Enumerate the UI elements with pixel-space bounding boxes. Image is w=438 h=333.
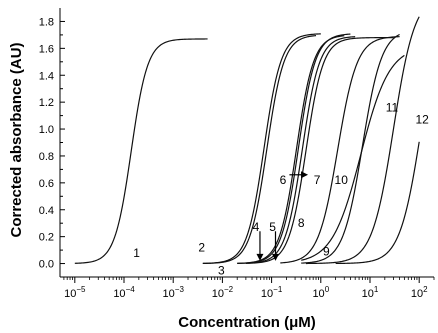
curve-label-5: 5: [269, 220, 276, 234]
y-tick-label: 0.8: [39, 151, 54, 163]
curve-9: [301, 33, 400, 264]
curve-label-9: 9: [323, 244, 330, 258]
x-tick-label: 10−3: [163, 285, 185, 300]
y-tick-label: 0.0: [39, 259, 54, 271]
x-tick-label: 100: [312, 285, 329, 300]
x-tick-label: 102: [411, 285, 428, 300]
curve-label-3: 3: [218, 263, 225, 277]
arrow-label-4: [256, 231, 264, 261]
curve-6: [245, 36, 356, 264]
curves: [74, 16, 420, 265]
curve-10: [301, 54, 405, 261]
y-axis-title: Corrected absorbance (AU): [8, 42, 25, 237]
y-tick-label: 1.2: [39, 97, 54, 109]
curve-label-4: 4: [253, 220, 260, 234]
curve-label-11: 11: [386, 101, 399, 115]
curve-label-1: 1: [133, 246, 140, 260]
arrow-head: [256, 253, 264, 261]
arrow-label-6: [289, 171, 309, 179]
curve-label-2: 2: [198, 240, 205, 254]
x-tick-label: 101: [362, 285, 379, 300]
y-tick-label: 1.8: [39, 16, 54, 28]
y-tick-label: 1.6: [39, 43, 54, 55]
curve-8: [280, 36, 400, 264]
y-tick-label: 0.2: [39, 232, 54, 244]
x-tick-label: 10−2: [212, 285, 234, 300]
x-tick-label: 10−5: [64, 285, 86, 300]
y-tick-label: 1.0: [39, 124, 54, 136]
x-tick-label: 10−4: [113, 285, 135, 300]
curve-label-7: 7: [314, 173, 321, 187]
curve-11: [305, 16, 420, 265]
curve-label-6: 6: [280, 173, 287, 187]
curve-label-8: 8: [298, 216, 305, 230]
arrow-head: [301, 171, 309, 179]
curve-label-12: 12: [415, 113, 429, 127]
y-tick-label: 0.6: [39, 178, 54, 190]
axis-ticks: 0.0 0.2 0.4 0.6 0.8 1.0 1.2 1.4 1.6 1.8 10−5 10−4 10…: [39, 16, 435, 300]
curve-1: [74, 38, 208, 264]
x-tick-label: 10−1: [261, 285, 283, 300]
curve-label-10: 10: [335, 173, 349, 187]
arrow-head: [271, 253, 279, 261]
curve-7: [245, 37, 394, 264]
curve-3: [202, 35, 317, 265]
y-tick-label: 1.4: [39, 70, 54, 82]
curve-12: [335, 141, 420, 265]
y-tick-label: 0.4: [39, 205, 54, 217]
x-axis-title: Concentration (μM): [178, 314, 316, 331]
arrow-label-5: [271, 231, 279, 261]
